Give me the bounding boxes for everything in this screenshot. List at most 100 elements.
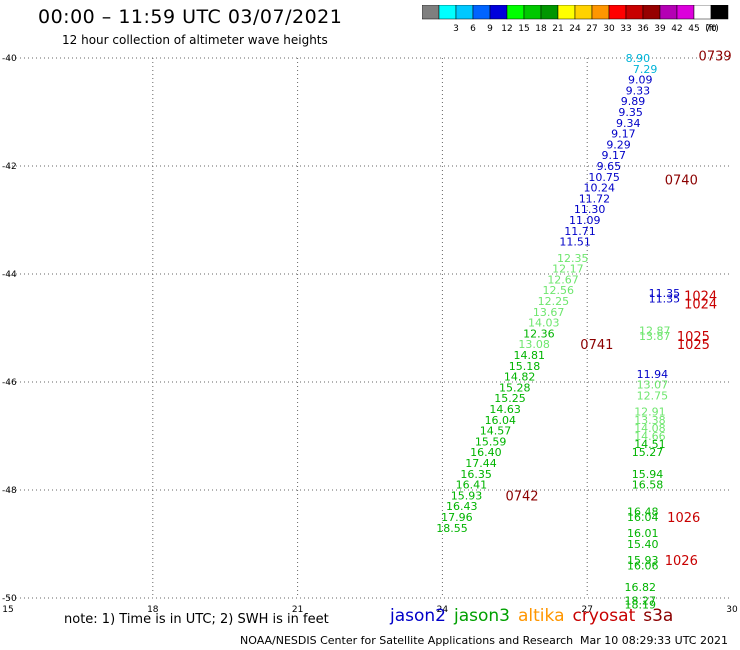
footer-note: note: 1) Time is in UTC; 2) SWH is in fe… — [64, 612, 329, 627]
wave-height-value: 11.71 — [564, 225, 596, 238]
wave-height-value: 14.81 — [514, 349, 546, 362]
wave-height-value: 18.27 — [625, 595, 657, 608]
wave-height-value: 9.17 — [611, 128, 636, 141]
pass-time-label: 0739 — [699, 49, 732, 64]
wave-height-value: 15.93 — [627, 554, 659, 567]
wave-height-value: 11.35 — [649, 287, 681, 300]
legend-item-cryosat: cryosat — [572, 606, 636, 626]
wave-height-value: 9.34 — [616, 117, 641, 130]
wave-height-value: 8.90 — [626, 52, 651, 65]
wave-height-value: 12.67 — [547, 273, 579, 286]
wave-height-value: 18.19 — [625, 598, 657, 611]
legend-item-jason2: jason2 — [390, 606, 446, 626]
wave-height-value: 16.48 — [627, 506, 659, 519]
wave-height-value: 13.08 — [518, 338, 550, 351]
pass-time-label: 1024 — [684, 298, 717, 313]
color-bin-label: 36 — [637, 24, 649, 34]
color-scale-legend: 3 6 9 12 15 18 21 24 27 30 33 36 39 42 45 70(ft) — [422, 5, 729, 34]
wave-height-value: 16.40 — [470, 446, 502, 459]
wave-height-value: 9.35 — [618, 106, 643, 119]
color-bin — [710, 5, 729, 20]
latitude-label: -50 — [2, 594, 17, 604]
wave-height-value: 10.24 — [584, 182, 616, 195]
pass-time-label: 0741 — [580, 338, 613, 353]
wave-height-value: 7.29 — [633, 63, 658, 76]
longitude-label: 24 — [437, 605, 449, 615]
wave-height-value: 16.82 — [625, 581, 657, 594]
legend-item-jason3: jason3 — [454, 606, 510, 626]
color-bin-label: 15 — [518, 24, 529, 34]
wave-height-value: 16.04 — [627, 511, 659, 524]
longitude-label: 30 — [726, 605, 738, 615]
wave-height-value: 12.87 — [639, 325, 671, 338]
wave-height-value: 16.43 — [446, 500, 478, 513]
color-bin-label: 12 — [501, 24, 512, 34]
color-bin-label: 30 — [603, 24, 615, 34]
longitude-label: 21 — [292, 605, 303, 615]
wave-height-value: 9.29 — [606, 138, 631, 151]
satellite-legend: jason2 jason3 altika cryosat s3a — [390, 606, 681, 626]
color-bin-label: 24 — [569, 24, 581, 34]
wave-height-value: 12.56 — [542, 284, 574, 297]
color-bin-label: 33 — [620, 24, 631, 34]
wave-height-value: 12.91 — [634, 406, 666, 419]
wave-height-value: 12.35 — [557, 252, 589, 265]
wave-height-value: 16.04 — [485, 414, 517, 427]
color-unit-label: (ft) — [705, 24, 719, 34]
color-bin-label: 6 — [470, 24, 476, 34]
wave-height-value: 11.30 — [574, 203, 606, 216]
legend-item-altika: altika — [518, 606, 565, 626]
wave-height-value: 14.08 — [634, 422, 666, 435]
pass-time-label: 1026 — [665, 554, 698, 569]
color-bin-label: 39 — [654, 24, 666, 34]
wave-height-value: 11.35 — [649, 292, 681, 305]
wave-height-value: 9.33 — [626, 84, 651, 97]
wave-height-value: 9.89 — [621, 95, 646, 108]
longitude-label: 18 — [147, 605, 159, 615]
page-title: 00:00 – 11:59 UTC 03/07/2021 — [38, 6, 343, 28]
wave-height-value: 11.51 — [559, 236, 591, 249]
pass-time-label: 1025 — [677, 330, 710, 345]
wave-height-value: 14.63 — [489, 403, 521, 416]
color-bin-label: 42 — [671, 24, 682, 34]
color-bin-label: 70 — [705, 24, 717, 34]
color-bin-label: 27 — [586, 24, 597, 34]
color-bin-label: 3 — [453, 24, 459, 34]
wave-height-value: 17.44 — [465, 457, 497, 470]
color-bin-label: 45 — [688, 24, 699, 34]
wave-height-value: 15.59 — [475, 435, 507, 448]
wave-height-value: 14.03 — [528, 317, 560, 330]
wave-height-value: 12.75 — [637, 390, 669, 403]
wave-height-value: 11.72 — [579, 192, 611, 205]
pass-time-label: 1026 — [667, 511, 700, 526]
legend-item-s3a: s3a — [643, 606, 674, 626]
latitude-label: -46 — [2, 378, 17, 388]
wave-height-value: 14.57 — [480, 425, 512, 438]
latitude-label: -40 — [2, 54, 17, 64]
wave-height-value: 15.94 — [632, 468, 664, 481]
color-bin-label: 9 — [487, 24, 493, 34]
wave-height-value: 13.87 — [639, 330, 671, 343]
wave-height-value: 16.01 — [627, 527, 659, 540]
wave-height-value: 16.58 — [632, 479, 664, 492]
wave-height-value: 16.41 — [456, 479, 488, 492]
wave-height-value: 14.51 — [634, 438, 666, 451]
wave-height-value: 10.75 — [588, 171, 620, 184]
latitude-label: -48 — [2, 486, 17, 496]
wave-height-value: 15.18 — [509, 360, 541, 373]
wave-height-value: 12.25 — [538, 295, 570, 308]
wave-height-value: 16.06 — [627, 560, 659, 573]
generated-timestamp: Mar 10 08:29:33 UTC 2021 — [580, 634, 728, 647]
wave-height-value: 15.28 — [499, 381, 531, 394]
color-bin-label: 18 — [535, 24, 547, 34]
wave-height-value: 14.66 — [634, 430, 666, 443]
color-bin-label: 21 — [552, 24, 563, 34]
latitude-label: -42 — [2, 162, 17, 172]
wave-height-value: 11.94 — [637, 368, 669, 381]
wave-height-value: 9.65 — [597, 160, 622, 173]
wave-height-value: 18.55 — [436, 522, 468, 535]
wave-height-value: 12.17 — [552, 263, 584, 276]
wave-height-value: 16.35 — [460, 468, 492, 481]
pass-time-label: 1024 — [684, 290, 717, 305]
